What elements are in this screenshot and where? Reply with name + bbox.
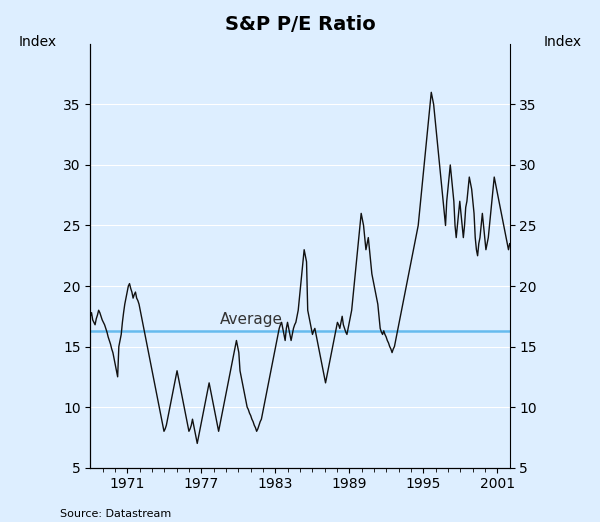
Y-axis label: Index: Index — [19, 35, 57, 50]
Text: Source: Datastream: Source: Datastream — [60, 509, 171, 519]
Y-axis label: Index: Index — [543, 35, 581, 50]
Text: Average: Average — [220, 312, 283, 327]
Title: S&P P/E Ratio: S&P P/E Ratio — [224, 15, 376, 34]
